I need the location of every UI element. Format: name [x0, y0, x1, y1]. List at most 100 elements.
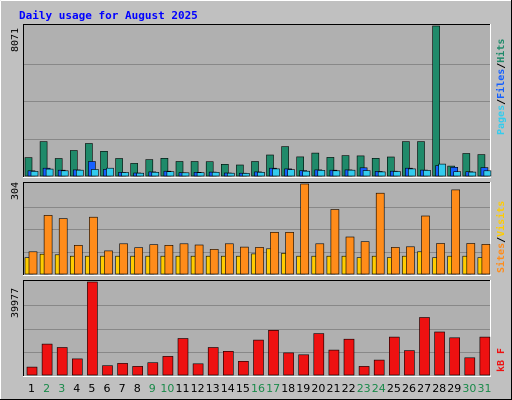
bar-hits-day-28 — [432, 25, 440, 177]
bar-pages-day-18 — [287, 169, 295, 177]
bar-kb-f-day-13 — [207, 347, 219, 376]
bar-sites-day-19 — [300, 183, 310, 275]
bar-kb-f-day-8 — [132, 366, 143, 376]
bar-kb-f-day-17 — [268, 329, 279, 376]
bar-sites-day-14 — [225, 243, 234, 275]
bar-sites-day-15 — [240, 246, 249, 275]
bar-pages-day-15 — [242, 173, 250, 177]
bar-kb-f-day-21 — [328, 349, 340, 376]
files-axis-label: Files — [495, 69, 507, 99]
bar-pages-day-23 — [362, 170, 371, 177]
bar-pages-day-5 — [91, 169, 99, 177]
bar-pages-day-3 — [60, 170, 69, 177]
separator-slash: / — [496, 99, 507, 105]
bar-pages-day-22 — [347, 169, 356, 177]
visits-ymax-label: 304 — [10, 182, 21, 200]
day-label: 26 — [402, 382, 416, 395]
bar-pages-day-9 — [151, 172, 160, 177]
bar-pages-day-4 — [76, 169, 84, 177]
bar-pages-day-17 — [272, 168, 280, 177]
bar-pages-day-1 — [30, 171, 39, 177]
sites-axis-label: Sites — [495, 243, 507, 273]
day-label: 11 — [176, 382, 190, 395]
bar-sites-day-22 — [345, 236, 355, 275]
day-label: 8 — [134, 382, 141, 395]
bar-pages-day-29 — [453, 171, 462, 177]
bar-sites-day-10 — [164, 245, 174, 275]
day-label: 5 — [88, 382, 95, 395]
bar-kb-f-day-10 — [162, 356, 174, 376]
bar-sites-day-16 — [255, 247, 264, 275]
bar-sites-day-25 — [390, 247, 400, 275]
bar-sites-day-24 — [375, 192, 385, 275]
day-label: 28 — [432, 382, 446, 395]
bar-kb-f-day-31 — [479, 336, 491, 376]
bar-kb-f-day-5 — [87, 281, 98, 376]
bar-kb-f-day-1 — [26, 366, 38, 376]
bar-sites-day-6 — [104, 250, 113, 275]
bar-kb-f-day-7 — [117, 363, 128, 376]
bar-pages-day-21 — [332, 170, 341, 177]
bar-pages-day-25 — [392, 171, 401, 177]
bar-pages-day-28 — [438, 163, 446, 177]
day-label: 6 — [104, 382, 111, 395]
bar-pages-day-19 — [302, 170, 311, 177]
day-label: 25 — [387, 382, 401, 395]
bar-kb-f-day-29 — [449, 337, 461, 376]
day-label: 23 — [357, 382, 371, 395]
svg-text:Pages/Files/Hits: Pages/Files/Hits — [495, 39, 507, 135]
bar-sites-day-30 — [466, 243, 476, 275]
bar-sites-day-31 — [481, 244, 491, 275]
hits-axis-label: Hits — [495, 39, 507, 63]
bar-kb-f-day-30 — [464, 357, 476, 376]
bar-kb-f-day-15 — [238, 360, 249, 376]
bar-sites-day-5 — [89, 216, 98, 275]
bar-sites-day-7 — [119, 243, 128, 275]
visits-axis-label: Visits — [495, 201, 507, 237]
day-label: 4 — [73, 382, 80, 395]
bar-pages-day-8 — [136, 172, 144, 177]
bar-pages-day-10 — [166, 171, 175, 177]
chart-title: Daily usage for August 2025 — [19, 9, 198, 22]
bar-kb-f-day-11 — [177, 338, 189, 376]
day-label: 7 — [119, 382, 126, 395]
bar-pages-day-12 — [196, 172, 205, 177]
day-label: 30 — [462, 382, 476, 395]
bar-pages-day-11 — [181, 172, 190, 177]
bar-sites-day-8 — [134, 247, 143, 275]
bar-pages-day-26 — [408, 168, 416, 177]
bar-pages-day-2 — [45, 168, 54, 177]
day-label: 21 — [327, 382, 341, 395]
day-label: 1 — [28, 382, 35, 395]
bar-kb-f-day-9 — [147, 362, 159, 376]
day-label: 13 — [206, 382, 220, 395]
bar-kb-f-day-22 — [343, 338, 355, 376]
bar-sites-day-17 — [270, 232, 279, 275]
day-label: 18 — [281, 382, 295, 395]
day-label: 9 — [149, 382, 156, 395]
bar-kb-f-day-2 — [41, 343, 53, 376]
day-label: 19 — [296, 382, 310, 395]
bar-kb-f-day-23 — [358, 366, 370, 376]
separator-slash: / — [496, 63, 507, 69]
day-label: 17 — [266, 382, 280, 395]
bar-sites-day-28 — [436, 243, 445, 275]
pages-axis-label: Pages — [496, 105, 507, 135]
bar-pages-day-16 — [257, 172, 265, 177]
day-label: 16 — [251, 382, 265, 395]
kbytes-ymax-label: 39977 — [10, 288, 21, 318]
bar-kb-f-day-6 — [102, 365, 113, 376]
bar-sites-day-9 — [149, 244, 159, 275]
bar-sites-day-1 — [28, 251, 38, 275]
bar-kb-f-day-3 — [56, 347, 68, 376]
day-label: 14 — [221, 382, 235, 395]
bar-kb-f-day-25 — [388, 336, 400, 376]
day-label: 22 — [342, 382, 356, 395]
day-label: 3 — [58, 382, 65, 395]
bar-sites-day-23 — [360, 241, 370, 275]
bar-sites-day-26 — [406, 246, 415, 275]
day-label: 20 — [311, 382, 325, 395]
bar-kb-f-day-18 — [283, 352, 294, 376]
bar-pages-day-14 — [227, 172, 235, 177]
